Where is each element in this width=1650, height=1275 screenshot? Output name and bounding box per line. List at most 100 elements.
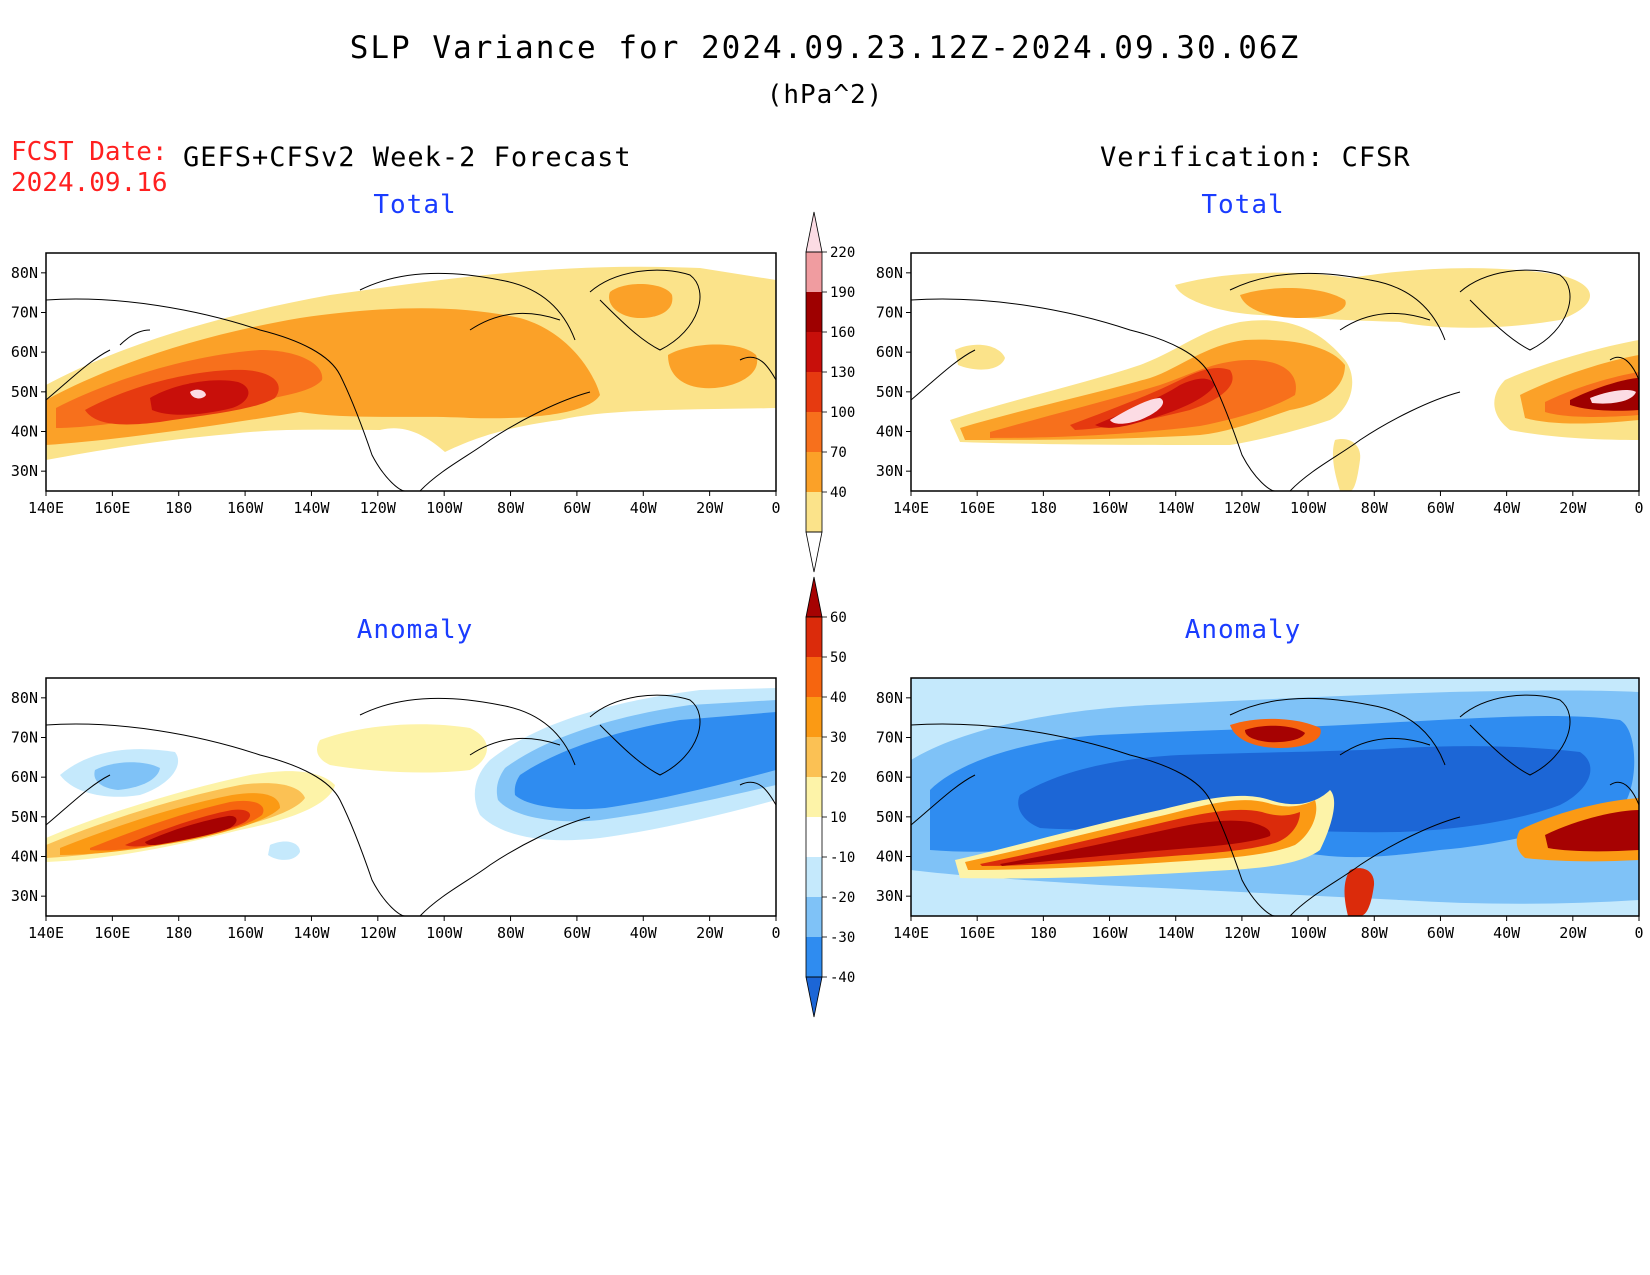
vt-contour-70-north	[1240, 288, 1346, 318]
anom-cbar-label: 60	[830, 610, 847, 626]
total-cbar-label: 100	[830, 405, 855, 421]
fcst-date-value: 2024.09.16	[11, 168, 168, 198]
fa-contour-neg10-small	[268, 841, 300, 860]
va-contour-pos-south	[1344, 868, 1375, 916]
va-lon-label: 80W	[1361, 924, 1389, 942]
fa-contour-neg30	[514, 712, 776, 810]
anom-cbar-label: 50	[830, 650, 847, 666]
total-cbar-cell	[806, 292, 822, 332]
ft-lat-label: 40N	[11, 423, 38, 441]
va-lon-label: 40W	[1493, 924, 1521, 942]
anomaly-colorbar: 60 50 40 30 20 10 -10 -20 -30 -40	[805, 576, 855, 1018]
ft-lon-label: 180	[165, 499, 192, 517]
total-cbar-cap	[805, 211, 823, 253]
va-lon-label: 60W	[1427, 924, 1455, 942]
va-contour-pos-60	[1000, 820, 1271, 866]
va-lon-label: 140E	[893, 924, 929, 942]
vt-lon-label: 0	[1634, 499, 1643, 517]
ft-frame	[45, 252, 777, 492]
fa-lat-label: 80N	[11, 689, 38, 707]
anom-cbar-cell	[806, 697, 822, 737]
anom-cbar-label: -40	[830, 970, 855, 986]
anom-cbar-cell	[806, 897, 822, 937]
ft-lon-label: 160W	[227, 499, 264, 517]
vt-lat-label: 40N	[876, 423, 903, 441]
forecast-total-field	[46, 266, 776, 491]
vt-lat-label: 70N	[876, 304, 903, 322]
vt-coastline	[911, 269, 1639, 491]
total-cbar-label: 190	[830, 285, 855, 301]
va-lon-label: 140W	[1158, 924, 1195, 942]
forecast-model-label: GEFS+CFSv2 Week-2 Forecast	[183, 142, 632, 173]
verification-anomaly-title: Anomaly	[1184, 615, 1302, 645]
fa-lon-label: 180	[165, 924, 192, 942]
fa-lat-label: 50N	[11, 808, 38, 826]
fa-contour-10-north	[317, 724, 487, 773]
vt-contour-40-south	[1332, 439, 1361, 491]
fa-lon-label: 80W	[497, 924, 525, 942]
map-axes: 140E 160E 180 160W 140W 120W 100W 80W 60W 40W 20W 0…	[11, 264, 1644, 942]
ft-lat-label: 70N	[11, 304, 38, 322]
vt-lon-label: 20W	[1559, 499, 1587, 517]
main-title: SLP Variance for 2024.09.23.12Z-2024.09.…	[349, 30, 1301, 66]
forecast-anomaly-field	[46, 688, 776, 916]
ft-lon-label: 140E	[28, 499, 64, 517]
vt-lon-label: 60W	[1427, 499, 1455, 517]
fa-contour-neg20-west	[94, 762, 160, 790]
ft-lat-label: 30N	[11, 462, 38, 480]
vt-lon-label: 120W	[1224, 499, 1261, 517]
ft-lon-label: 80W	[497, 499, 525, 517]
fa-lon-label: 40W	[630, 924, 658, 942]
total-cbar-cell	[806, 332, 822, 372]
anom-cbar-label: 40	[830, 690, 847, 706]
anom-cbar-label: 30	[830, 730, 847, 746]
fa-lon-label: 20W	[696, 924, 724, 942]
va-frame	[910, 677, 1640, 917]
anom-cbar-cell	[806, 617, 822, 657]
ft-lon-label: 40W	[630, 499, 658, 517]
vt-lon-label: 140W	[1158, 499, 1195, 517]
va-lat-label: 50N	[876, 808, 903, 826]
total-cbar-label: 130	[830, 365, 855, 381]
ft-contour-70-atlantic	[668, 344, 758, 389]
anom-cbar-cell	[806, 657, 822, 697]
anom-cbar-label: 20	[830, 770, 847, 786]
total-cbar-label: 40	[830, 485, 847, 501]
fa-lon-label: 160E	[94, 924, 130, 942]
va-lon-label: 160E	[959, 924, 995, 942]
total-cbar-cell	[806, 372, 822, 412]
verification-label: Verification: CFSR	[1100, 142, 1411, 173]
vt-contour-40-small	[955, 344, 1005, 370]
vt-contour-220-east	[1590, 390, 1636, 404]
vt-lon-label: 160E	[959, 499, 995, 517]
vt-lat-label: 60N	[876, 343, 903, 361]
ft-lat-label: 60N	[11, 343, 38, 361]
va-lon-label: 20W	[1559, 924, 1587, 942]
forecast-total-map	[45, 252, 777, 492]
total-cbar-label: 70	[830, 445, 847, 461]
fa-lon-label: 140E	[28, 924, 64, 942]
verification-anomaly-map	[910, 677, 1640, 917]
verification-anomaly-field	[911, 678, 1639, 916]
vt-lon-label: 180	[1030, 499, 1057, 517]
anom-cbar-label: -20	[830, 890, 855, 906]
total-cbar-frame	[805, 251, 823, 533]
va-lat-label: 40N	[876, 848, 903, 866]
verification-total-map	[910, 252, 1640, 492]
fa-lon-label: 0	[771, 924, 780, 942]
anom-cbar-label: -10	[830, 850, 855, 866]
ft-lat-label: 50N	[11, 383, 38, 401]
vt-lon-label: 80W	[1361, 499, 1389, 517]
total-colorbar: 220 190 160 130 100 70 40	[805, 211, 855, 573]
fa-frame	[45, 677, 777, 917]
ft-lon-label: 60W	[563, 499, 591, 517]
vt-lat-label: 80N	[876, 264, 903, 282]
ft-lon-label: 140W	[293, 499, 330, 517]
vt-frame	[910, 252, 1640, 492]
forecast-anomaly-map	[45, 677, 777, 917]
total-cbar-bottom-cap	[805, 531, 823, 573]
vt-contour-40-north	[1175, 268, 1590, 328]
vt-lat-label: 50N	[876, 383, 903, 401]
anom-cbar-cell	[806, 817, 822, 857]
